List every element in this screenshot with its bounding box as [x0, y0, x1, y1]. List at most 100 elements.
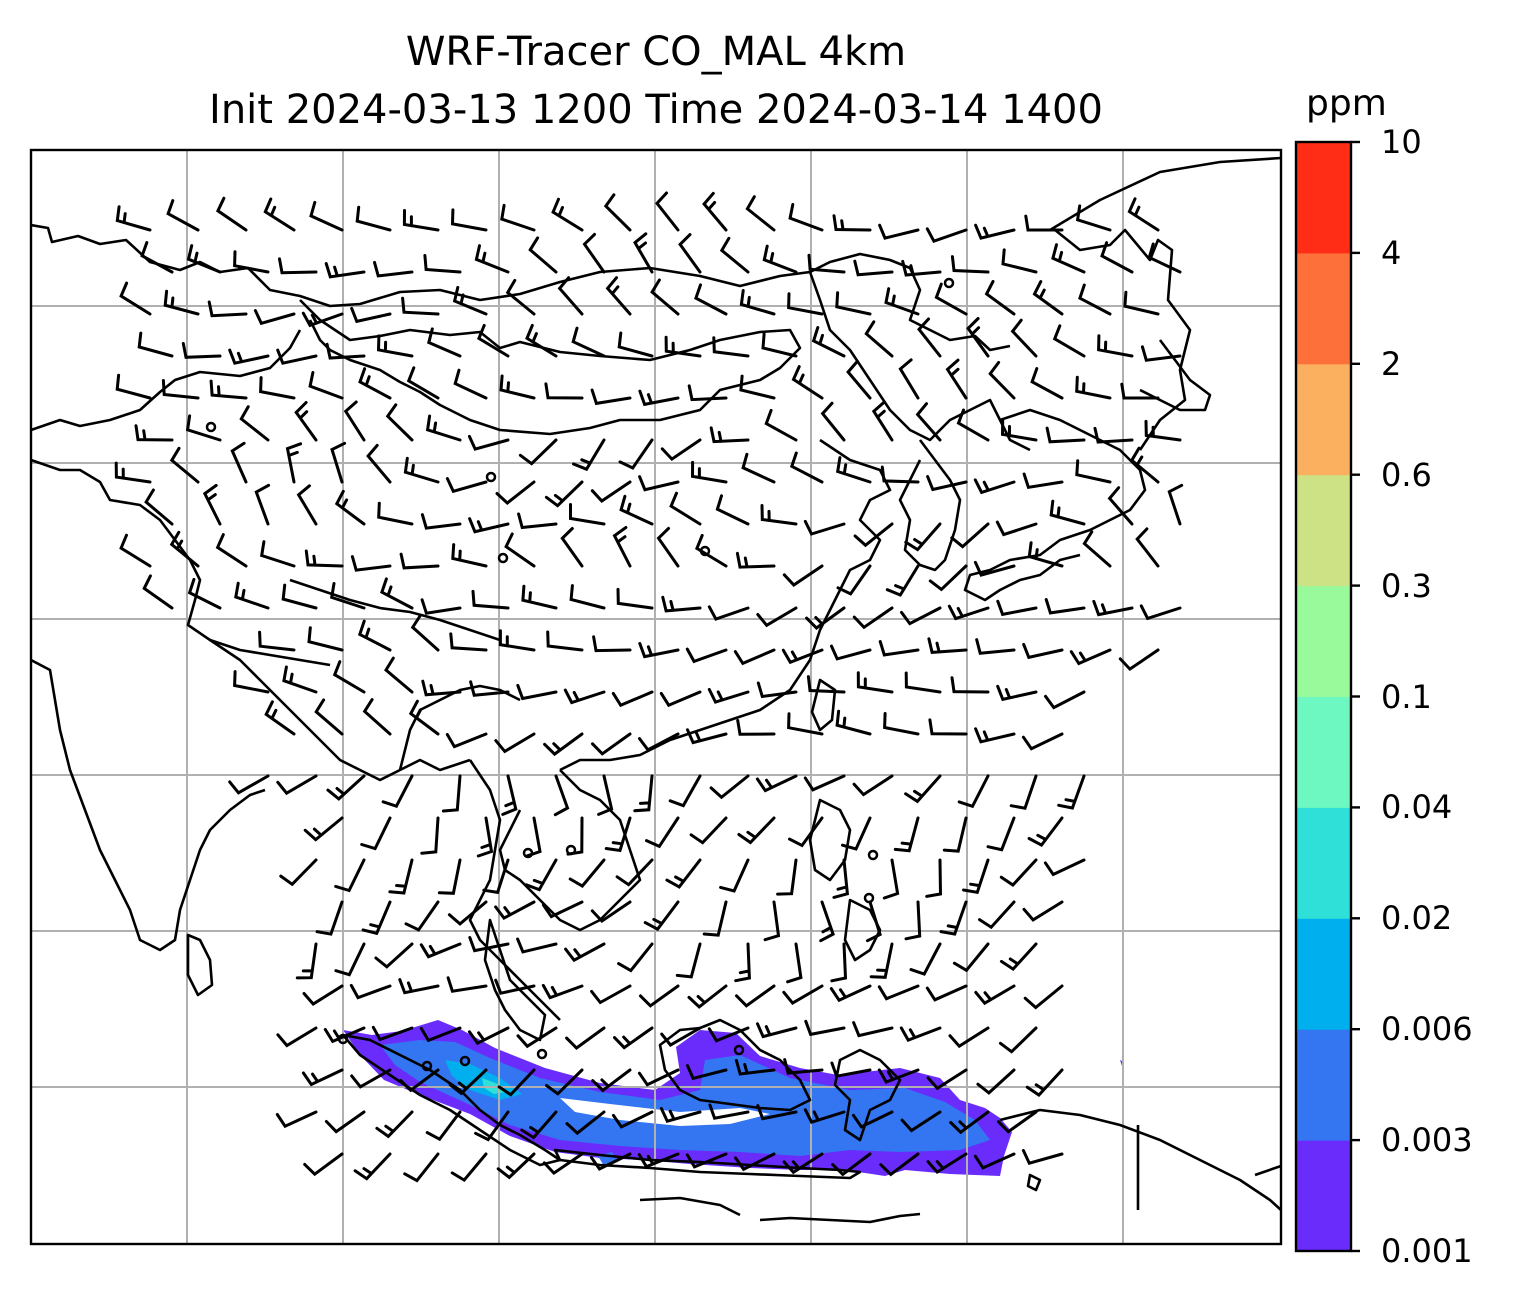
wind-barb: [1022, 472, 1064, 489]
wind-barb: [254, 483, 271, 526]
wind-barb: [974, 727, 1016, 744]
wind-barb: [853, 522, 894, 548]
wind-barb: [1024, 214, 1064, 232]
wind-barb: [806, 675, 846, 694]
wind-barb: [350, 1068, 392, 1089]
wind-barb: [330, 441, 347, 484]
wind-barb: [927, 637, 968, 654]
wind-barb: [1129, 446, 1160, 484]
wind-barb: [805, 606, 846, 630]
wind-barb: [978, 900, 1016, 930]
wind-barb: [441, 774, 462, 813]
wind-barb: [1057, 774, 1086, 810]
wind-barb: [884, 287, 920, 316]
wind-barb: [332, 660, 366, 694]
wind-barb: [819, 900, 835, 943]
wind-barb: [410, 614, 440, 652]
wind-barb: [645, 816, 680, 849]
wind-barb: [114, 461, 152, 484]
wind-barb: [140, 241, 174, 274]
wind-barb: [294, 401, 318, 442]
wind-barb: [820, 401, 846, 442]
wind-barb: [1078, 283, 1112, 316]
wind-barb: [374, 942, 414, 969]
wind-barb: [756, 606, 798, 628]
wind-barb: [782, 564, 824, 587]
wind-barb: [1082, 530, 1112, 568]
wind-barb: [976, 1068, 1016, 1095]
wind-barb: [760, 504, 798, 526]
wind-barb: [334, 942, 366, 977]
wind-barb: [399, 1068, 440, 1093]
wind-barb: [524, 858, 558, 892]
wind-barb: [228, 348, 270, 365]
wind-barb: [334, 858, 366, 893]
wind-barb: [893, 816, 920, 853]
wind-barb: [421, 679, 462, 697]
wind-barb: [504, 532, 536, 568]
wind-barb: [803, 774, 846, 792]
wind-barb: [966, 317, 990, 358]
wind-barb: [997, 1110, 1038, 1134]
wind-barb: [330, 582, 366, 610]
map-gridlines: [31, 150, 1281, 1244]
wind-barb: [1021, 1149, 1064, 1165]
wind-barb: [541, 900, 584, 919]
wind-barb: [984, 280, 1016, 316]
wind-barb: [756, 681, 798, 699]
wind-barb: [791, 365, 824, 400]
wind-barb: [996, 684, 1038, 702]
wind-barb: [831, 1152, 872, 1177]
wind-barb: [516, 1026, 558, 1049]
wind-barb: [553, 774, 570, 817]
wind-barb: [942, 816, 968, 853]
wind-barb: [832, 214, 872, 232]
wind-barb: [637, 1152, 680, 1169]
wind-barb: [500, 203, 536, 232]
wind-barb: [1027, 541, 1064, 568]
wind-barb: [1009, 774, 1038, 810]
wind-barb: [719, 236, 750, 274]
wind-barb: [650, 278, 680, 316]
wind-barb: [259, 376, 296, 400]
wind-barb: [263, 197, 296, 232]
wind-barb: [592, 635, 632, 653]
wind-barb: [803, 519, 846, 536]
wind-barb: [781, 648, 824, 665]
wind-barb: [202, 483, 222, 526]
wind-barb: [425, 1110, 462, 1142]
wind-barb: [638, 642, 680, 659]
wind-barb: [542, 1152, 584, 1176]
wind-barb: [1001, 248, 1038, 274]
wind-barb: [169, 530, 200, 568]
wind-barb: [376, 334, 414, 358]
wind-barb: [973, 560, 1016, 577]
wind-barb: [1044, 690, 1086, 710]
wind-barb: [565, 1026, 606, 1050]
wind-barb: [878, 223, 920, 240]
wind-barb: [788, 203, 824, 232]
wind-barb: [142, 574, 174, 610]
wind-barb: [755, 774, 798, 793]
wind-barb: [565, 1110, 606, 1136]
wind-barb: [401, 296, 440, 316]
wind-barb: [301, 1068, 344, 1087]
wind-barb: [230, 441, 248, 484]
wind-barb: [557, 276, 584, 316]
wind-barb: [1118, 648, 1160, 672]
wind-barb: [1100, 241, 1134, 274]
wind-barb: [1120, 382, 1160, 400]
wind-barb: [361, 900, 392, 936]
wind-barb: [885, 564, 920, 597]
wind-barb: [702, 191, 728, 232]
wind-barb: [419, 942, 462, 959]
wind-barb: [366, 443, 392, 484]
colorbar-tick-label: 0.6: [1381, 455, 1432, 494]
wind-barb: [137, 331, 174, 358]
wind-barb: [633, 774, 654, 813]
wind-barb: [518, 438, 558, 466]
wind-barb: [398, 978, 440, 995]
wind-barb: [301, 311, 344, 328]
wind-barb: [604, 816, 632, 853]
wind-barb: [1032, 280, 1064, 316]
